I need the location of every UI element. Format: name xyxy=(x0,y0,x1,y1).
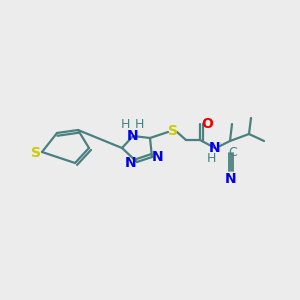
Text: N: N xyxy=(225,172,237,186)
Text: N: N xyxy=(127,129,139,143)
Text: H: H xyxy=(206,152,216,166)
Text: N: N xyxy=(125,156,137,170)
Text: O: O xyxy=(201,117,213,131)
Text: S: S xyxy=(168,124,178,138)
Text: C: C xyxy=(229,146,237,160)
Text: N: N xyxy=(152,150,164,164)
Text: H: H xyxy=(120,118,130,130)
Text: S: S xyxy=(31,146,41,160)
Text: H: H xyxy=(134,118,144,130)
Text: N: N xyxy=(209,141,221,155)
